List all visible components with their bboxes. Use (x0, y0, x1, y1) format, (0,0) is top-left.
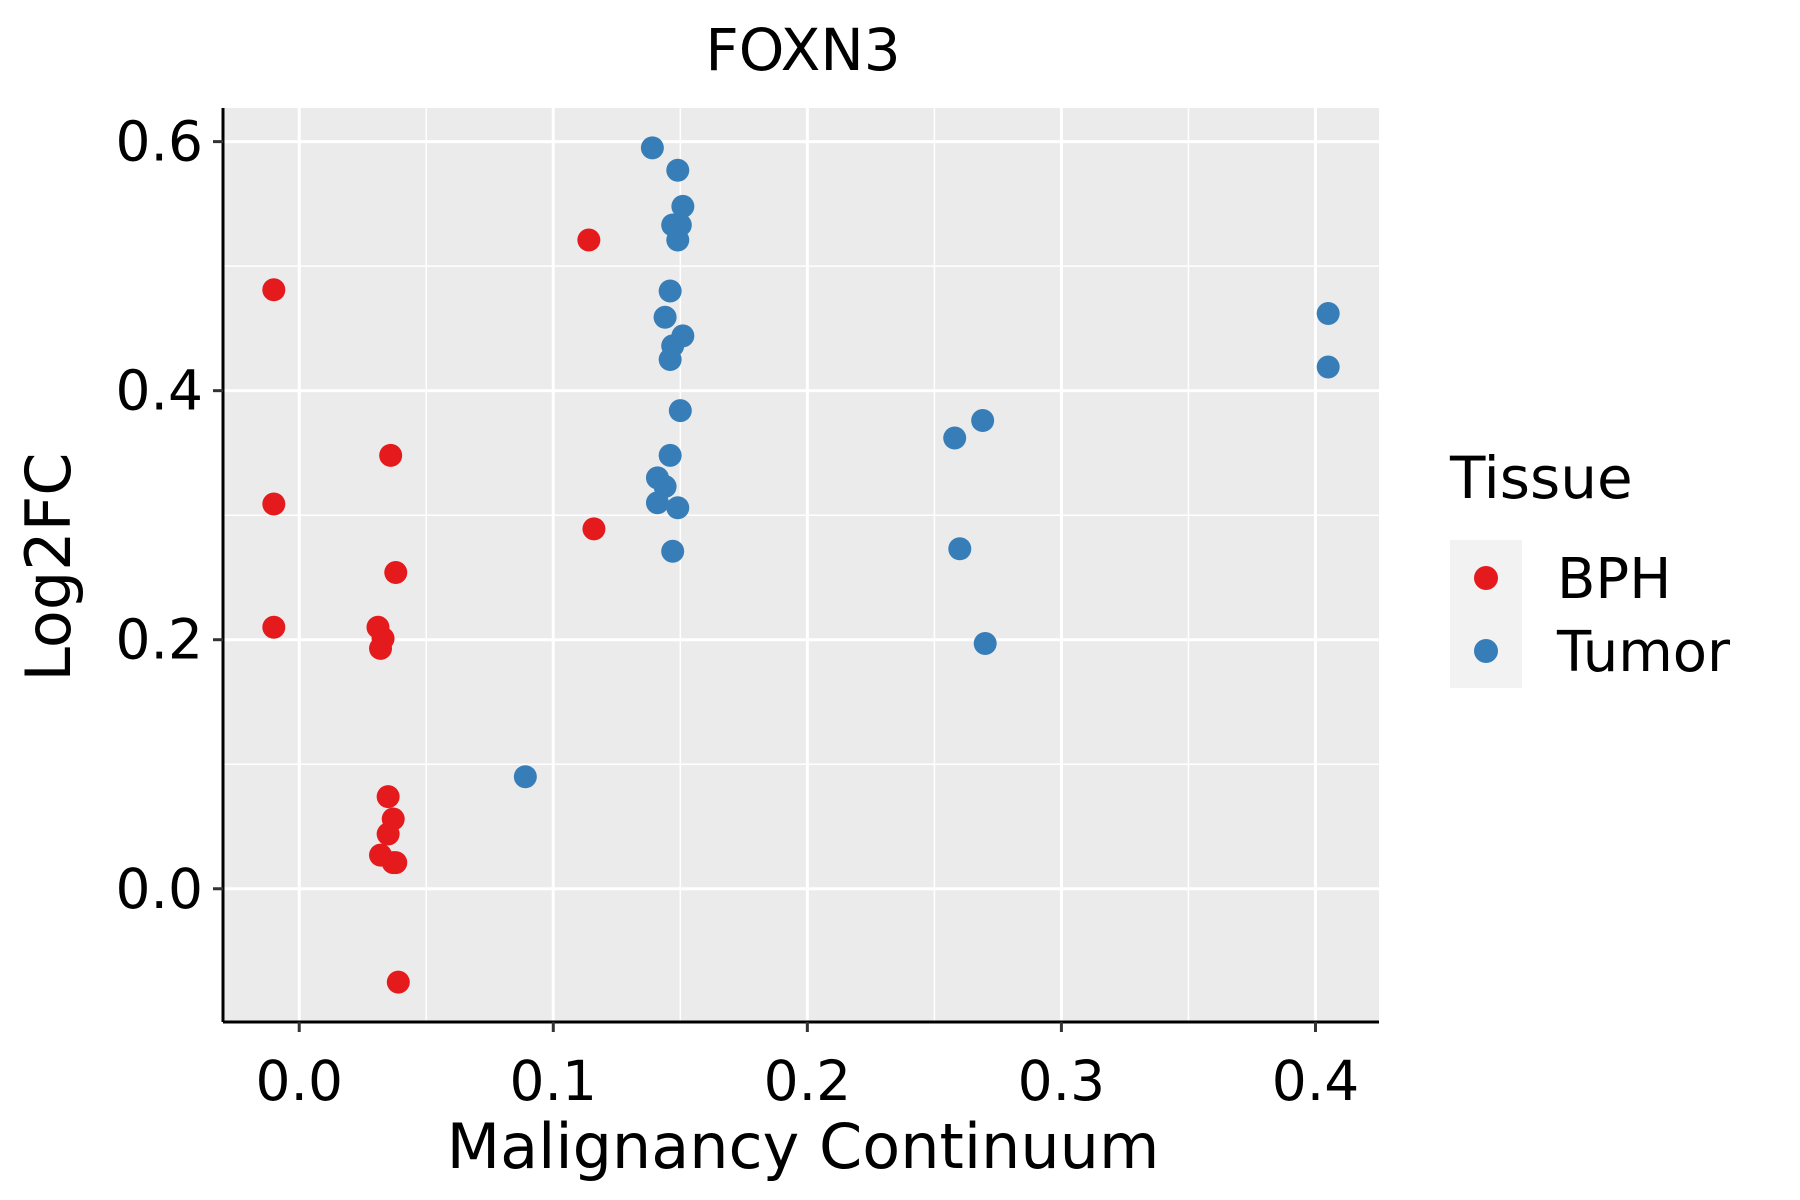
point-bph (262, 615, 286, 639)
x-tick-label: 0.2 (764, 1049, 851, 1113)
y-axis-title: Log2FC (12, 452, 85, 681)
point-bph (262, 492, 286, 516)
point-bph (376, 822, 400, 846)
legend-key-tumor (1474, 639, 1498, 663)
point-tumor (971, 409, 995, 433)
point-tumor (666, 496, 690, 520)
legend: Tissue BPH Tumor (1449, 444, 1731, 688)
data-points (262, 136, 1340, 994)
point-tumor (668, 399, 692, 423)
point-tumor (1316, 355, 1340, 379)
point-tumor (1316, 301, 1340, 325)
y-tick-label: 0.2 (116, 608, 203, 672)
point-bph (582, 517, 606, 541)
legend-title: Tissue (1449, 444, 1633, 512)
point-bph (369, 636, 393, 660)
point-tumor (645, 491, 669, 515)
y-axis-ticks: 0.0 0.2 0.4 0.6 (116, 110, 223, 921)
point-tumor (666, 158, 690, 182)
point-tumor (653, 305, 677, 329)
x-axis-ticks: 0.0 0.1 0.2 0.3 0.4 (255, 1022, 1359, 1113)
point-tumor (658, 279, 682, 303)
point-tumor (513, 765, 537, 789)
minor-gridlines (223, 108, 1379, 1022)
chart-title: FOXN3 (705, 16, 900, 84)
point-tumor (661, 539, 685, 563)
x-tick-label: 0.3 (1018, 1049, 1105, 1113)
point-tumor (640, 136, 664, 160)
y-tick-label: 0.4 (116, 359, 203, 423)
x-tick-label: 0.4 (1272, 1049, 1359, 1113)
legend-label-bph: BPH (1557, 547, 1671, 612)
major-gridlines (223, 108, 1379, 1022)
legend-key-background (1450, 540, 1522, 688)
point-tumor (666, 228, 690, 252)
legend-key-bph (1474, 566, 1498, 590)
x-axis-title: Malignancy Continuum (447, 1110, 1160, 1183)
point-bph (379, 443, 403, 467)
x-tick-label: 0.1 (510, 1049, 597, 1113)
plot-panel (223, 108, 1379, 1022)
point-tumor (943, 426, 967, 450)
point-bph (577, 228, 601, 252)
point-tumor (948, 537, 972, 561)
x-tick-label: 0.0 (255, 1049, 342, 1113)
point-bph (376, 785, 400, 809)
y-tick-label: 0.6 (116, 110, 203, 174)
y-tick-label: 0.0 (116, 857, 203, 921)
point-bph (386, 970, 410, 994)
point-bph (384, 851, 408, 875)
point-tumor (671, 194, 695, 218)
point-tumor (658, 348, 682, 372)
point-bph (384, 560, 408, 584)
point-tumor (658, 443, 682, 467)
legend-label-tumor: Tumor (1556, 620, 1731, 685)
point-bph (262, 278, 286, 302)
point-tumor (973, 631, 997, 655)
